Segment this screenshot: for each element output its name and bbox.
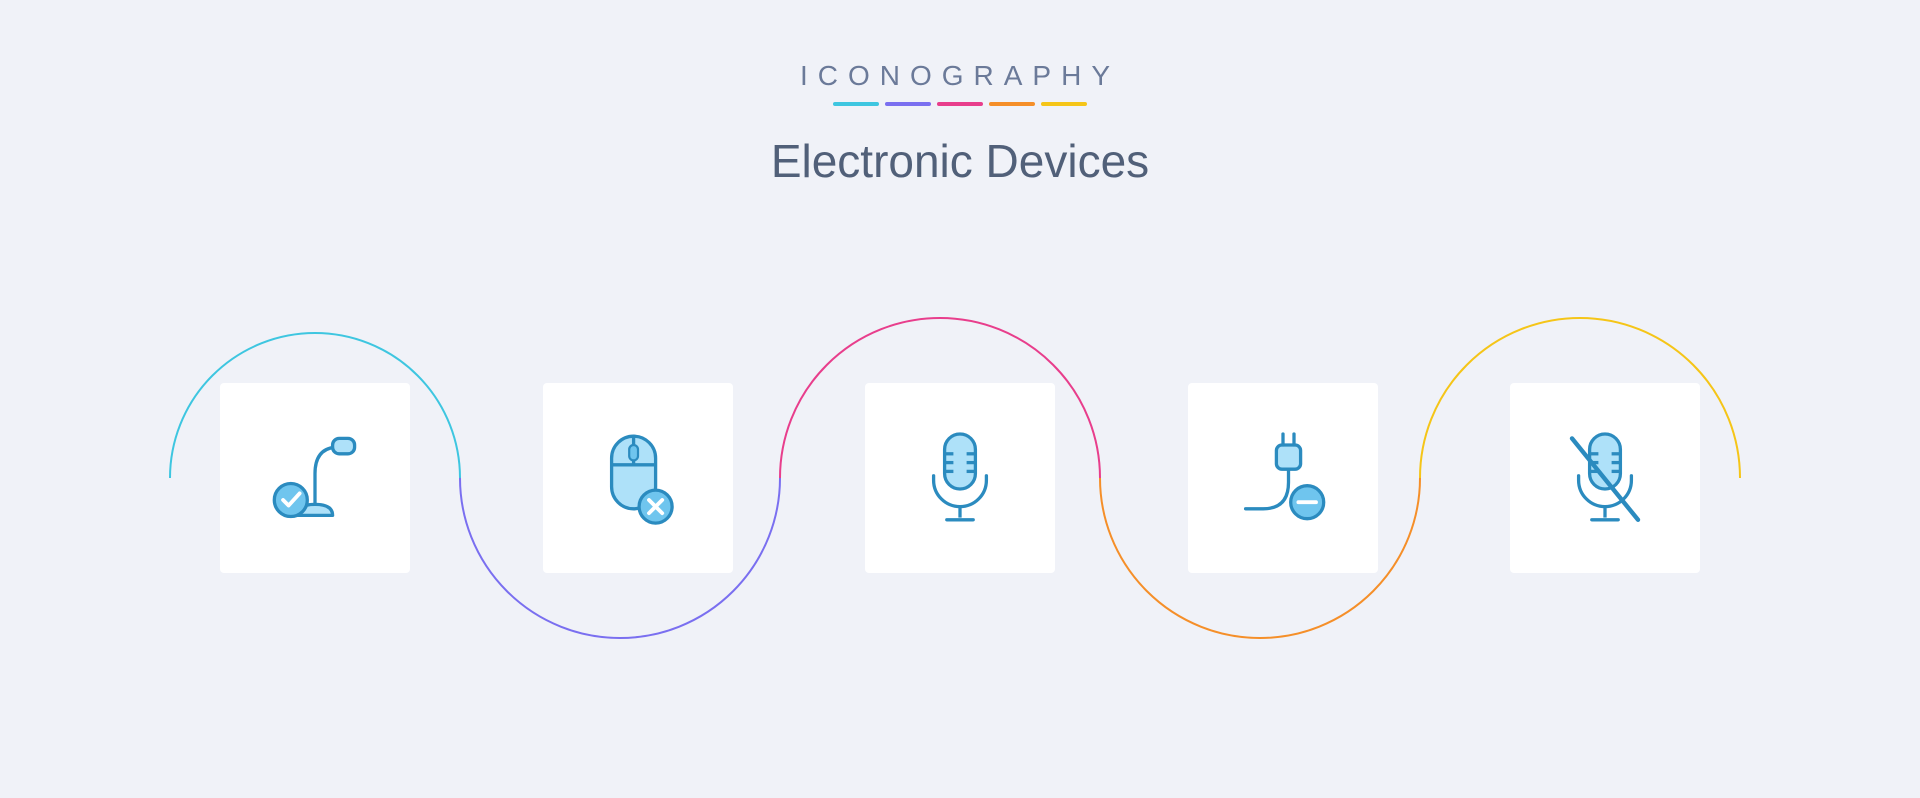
microphone-icon bbox=[905, 423, 1015, 533]
mouse-remove-icon bbox=[583, 423, 693, 533]
desk-lamp-check-icon bbox=[260, 423, 370, 533]
underline-seg-2 bbox=[885, 102, 931, 106]
microphone-muted-icon bbox=[1550, 423, 1660, 533]
brand-label: ICONOGRAPHY bbox=[771, 60, 1149, 92]
icon-card bbox=[865, 383, 1055, 573]
icon-card bbox=[1188, 383, 1378, 573]
card-row bbox=[160, 228, 1760, 728]
header: ICONOGRAPHY Electronic Devices bbox=[771, 60, 1149, 188]
page-title: Electronic Devices bbox=[771, 134, 1149, 188]
underline-seg-4 bbox=[989, 102, 1035, 106]
icon-stage bbox=[160, 228, 1760, 728]
underline-seg-1 bbox=[833, 102, 879, 106]
icon-card bbox=[220, 383, 410, 573]
brand-underline bbox=[771, 102, 1149, 106]
underline-seg-5 bbox=[1041, 102, 1087, 106]
icon-card bbox=[1510, 383, 1700, 573]
plug-minus-icon bbox=[1228, 423, 1338, 533]
icon-card bbox=[543, 383, 733, 573]
underline-seg-3 bbox=[937, 102, 983, 106]
